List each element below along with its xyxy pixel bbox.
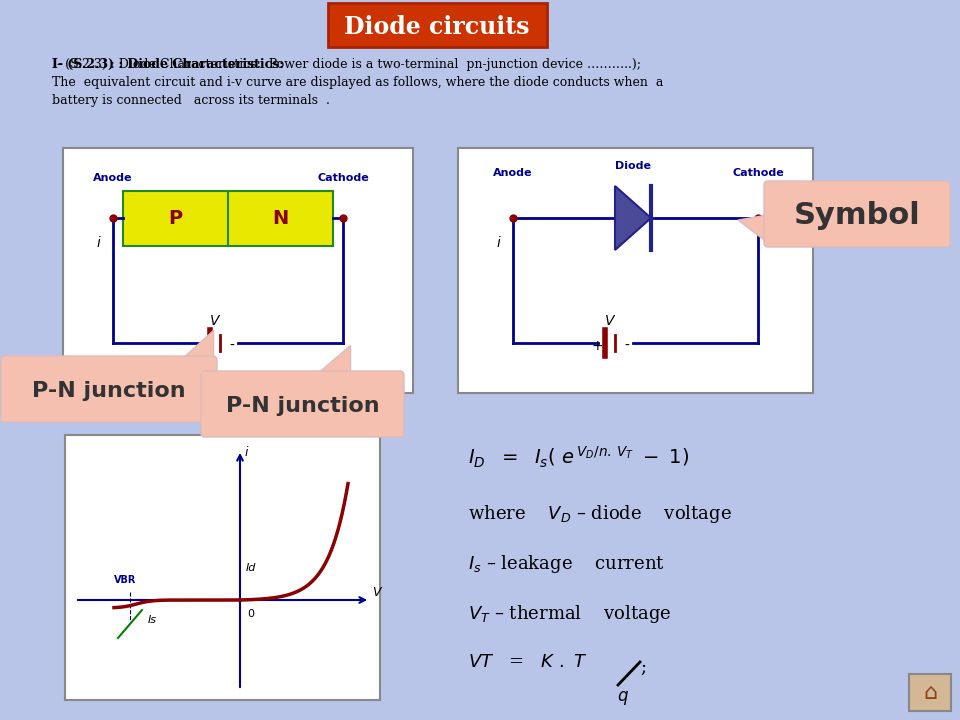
Text: V: V (372, 585, 380, 598)
Text: $V_T$ – thermal    voltage: $V_T$ – thermal voltage (468, 603, 671, 625)
Text: i: i (496, 236, 500, 250)
Text: -: - (229, 339, 234, 353)
Text: N: N (273, 209, 289, 228)
Text: where    $V_D$ – diode    voltage: where $V_D$ – diode voltage (468, 503, 732, 525)
Text: Anode: Anode (493, 168, 533, 178)
FancyBboxPatch shape (764, 181, 950, 247)
Text: $q$: $q$ (617, 689, 629, 707)
Polygon shape (315, 345, 350, 375)
Text: I- (S.2.3) : Diode Characteristics:  Power diode is a two-terminal  pn-junction : I- (S.2.3) : Diode Characteristics: Powe… (52, 58, 649, 71)
Text: +: + (591, 339, 603, 353)
Polygon shape (738, 215, 768, 243)
Text: Diode: Diode (615, 161, 651, 171)
Text: $I_D\ \ =\ \ I_s(\ e^{\,V_D/n.\,V_T}\ -\ 1)$: $I_D\ \ =\ \ I_s(\ e^{\,V_D/n.\,V_T}\ -\… (468, 445, 689, 470)
Text: P-N junction: P-N junction (226, 396, 379, 416)
Text: P-N junction: P-N junction (33, 381, 186, 401)
FancyBboxPatch shape (63, 148, 413, 393)
Polygon shape (180, 330, 213, 360)
FancyBboxPatch shape (1, 356, 217, 422)
FancyBboxPatch shape (201, 371, 404, 437)
Text: I- (S.2.3) : Diode Characteristics:: I- (S.2.3) : Diode Characteristics: (52, 58, 284, 71)
Text: V: V (210, 314, 220, 328)
Text: Cathode: Cathode (732, 168, 784, 178)
Text: The  equivalent circuit and i-v curve are displayed as follows, where the diode : The equivalent circuit and i-v curve are… (52, 76, 663, 89)
Text: Id: Id (246, 563, 256, 573)
Polygon shape (615, 186, 651, 250)
Text: -: - (625, 339, 630, 353)
Text: 0: 0 (247, 609, 254, 619)
Text: +: + (196, 339, 207, 353)
FancyBboxPatch shape (123, 191, 333, 246)
Text: Cathode: Cathode (317, 173, 369, 183)
Text: Diode circuits: Diode circuits (345, 15, 530, 39)
Text: i: i (245, 446, 249, 459)
Text: VBR: VBR (114, 575, 136, 585)
Text: Is: Is (148, 615, 156, 625)
Text: ⌂: ⌂ (923, 683, 937, 703)
Text: Anode: Anode (93, 173, 132, 183)
FancyBboxPatch shape (458, 148, 813, 393)
Text: $I_s$ – leakage    current: $I_s$ – leakage current (468, 553, 665, 575)
Text: i: i (96, 236, 100, 250)
Text: V: V (605, 314, 614, 328)
Text: $VT$   =   $K$ $.$ $T$: $VT$ = $K$ $.$ $T$ (468, 653, 588, 671)
Text: battery is connected   across its terminals  .: battery is connected across its terminal… (52, 94, 330, 107)
Text: ;: ; (640, 659, 646, 677)
FancyBboxPatch shape (65, 435, 380, 700)
FancyBboxPatch shape (328, 3, 547, 47)
Text: P: P (168, 209, 182, 228)
FancyBboxPatch shape (909, 674, 951, 711)
Text: Symbol: Symbol (794, 202, 921, 230)
